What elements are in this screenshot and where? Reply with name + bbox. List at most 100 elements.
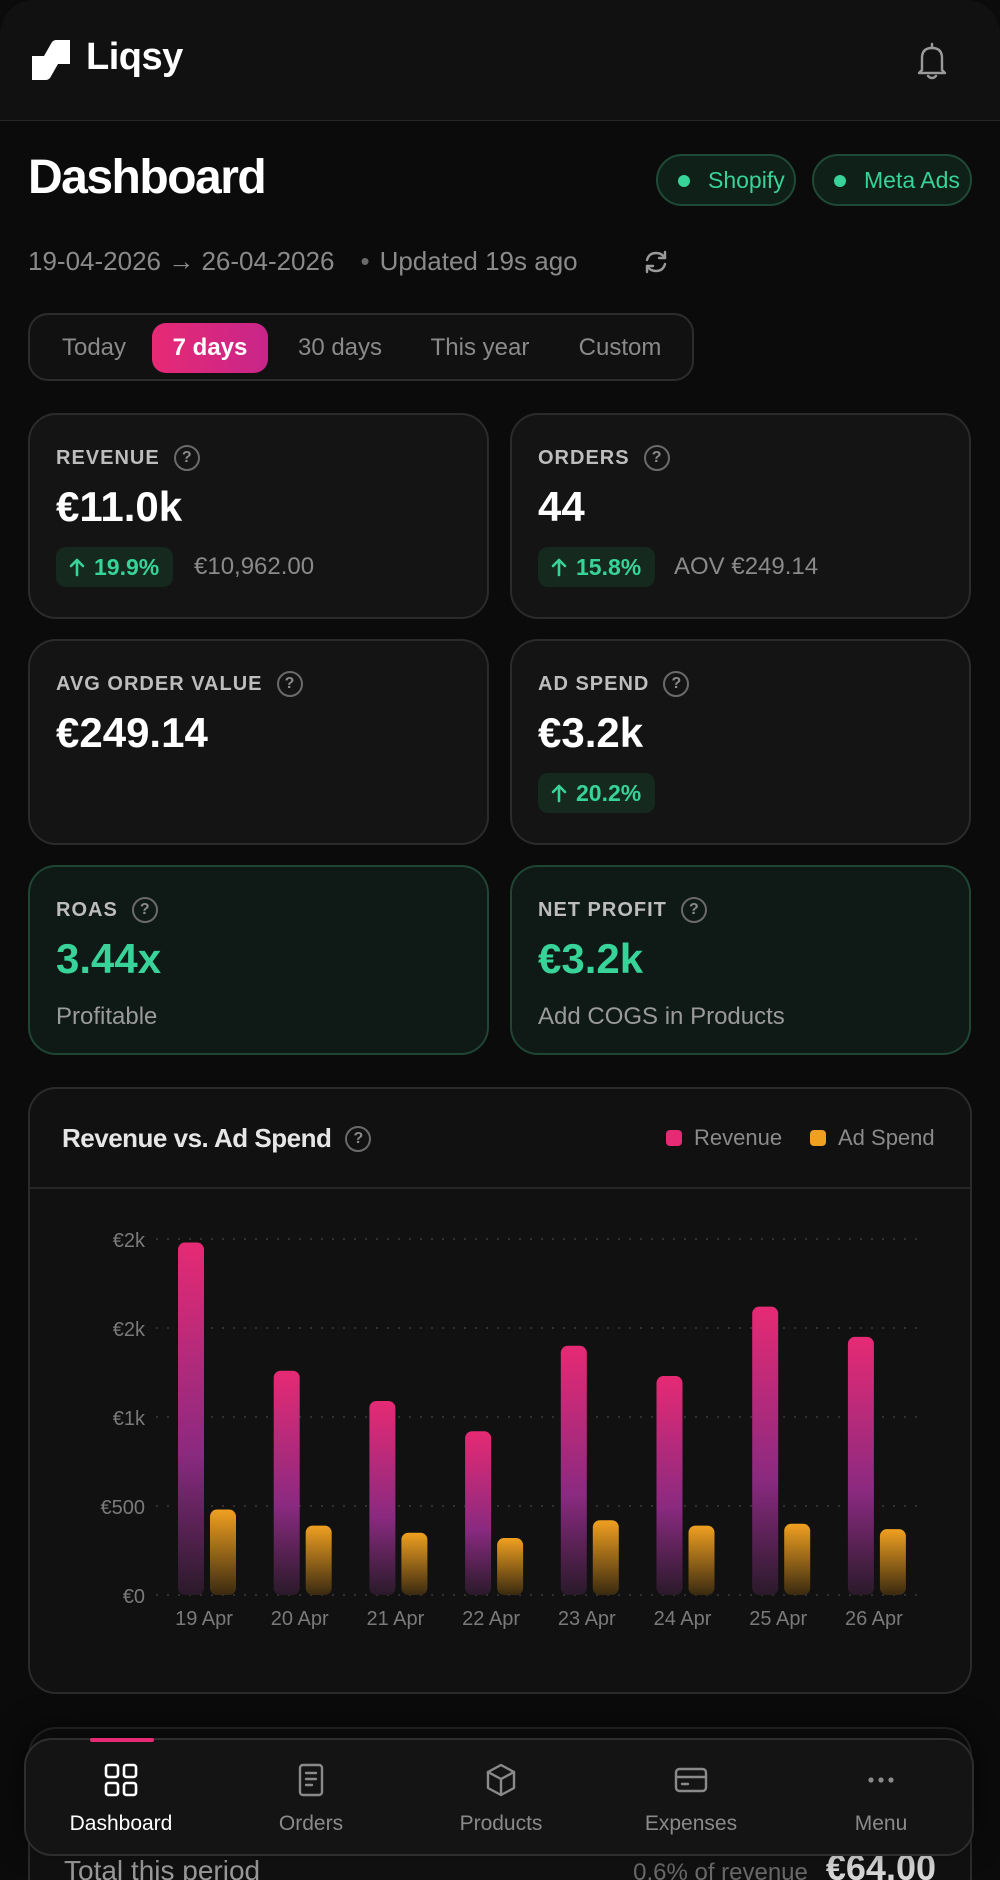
- help-icon[interactable]: ?: [173, 445, 200, 471]
- date-range-label: 19-04-2026 → 26-04-2026: [28, 246, 335, 276]
- receipt-icon: [298, 1763, 324, 1797]
- source-pill-meta-ads[interactable]: Meta Ads: [812, 154, 972, 206]
- x-tick-label: 23 Apr: [558, 1608, 616, 1630]
- x-tick-label: 24 Apr: [654, 1608, 712, 1630]
- y-tick-label: €2k: [113, 1230, 146, 1252]
- x-tick-label: 20 Apr: [271, 1608, 329, 1630]
- metric-label: REVENUE ?: [56, 445, 200, 471]
- metric-value: 3.44x: [56, 935, 162, 982]
- box-icon: [486, 1763, 516, 1797]
- bell-icon[interactable]: [914, 42, 950, 80]
- bottom-nav: Dashboard Orders Products Expenses Menu: [24, 1738, 974, 1856]
- percent-of-revenue: 0.6% of revenue: [633, 1859, 808, 1880]
- metric-note: Add COGS in Products: [538, 1003, 785, 1030]
- source-pill-shopify[interactable]: Shopify: [656, 154, 796, 206]
- tab-30-days[interactable]: 30 days: [297, 334, 383, 361]
- bar-ad-spend[interactable]: [210, 1509, 236, 1595]
- y-tick-label: €0: [123, 1586, 145, 1608]
- arrow-up-icon: [551, 784, 567, 803]
- refresh-icon[interactable]: [642, 248, 670, 276]
- nav-item-products[interactable]: Products: [406, 1740, 596, 1858]
- bar-revenue[interactable]: [656, 1376, 683, 1595]
- bar-revenue[interactable]: [273, 1370, 300, 1595]
- metric-card-roas[interactable]: ROAS ? 3.44x Profitable: [28, 865, 489, 1055]
- arrow-up-icon: [551, 558, 567, 577]
- nav-item-dashboard[interactable]: Dashboard: [26, 1738, 216, 1858]
- x-tick-label: 19 Apr: [175, 1608, 233, 1630]
- bar-ad-spend[interactable]: [401, 1532, 428, 1595]
- bar-ad-spend[interactable]: [879, 1529, 906, 1595]
- tab-today[interactable]: Today: [61, 334, 127, 361]
- nav-item-orders[interactable]: Orders: [216, 1740, 406, 1858]
- nav-label: Dashboard: [69, 1812, 173, 1835]
- help-icon[interactable]: ?: [643, 445, 670, 471]
- bar-ad-spend[interactable]: [784, 1523, 811, 1595]
- metric-label: ROAS ?: [56, 897, 158, 923]
- help-icon[interactable]: ?: [663, 671, 690, 697]
- help-icon[interactable]: ?: [680, 897, 707, 923]
- y-tick-label: €2k: [113, 1319, 146, 1341]
- separator-dot: •: [360, 246, 370, 276]
- metric-value: €249.14: [56, 709, 208, 756]
- metric-label-text: AVG ORDER VALUE: [56, 672, 263, 695]
- y-tick-label: €1k: [113, 1408, 146, 1430]
- legend-swatch: [810, 1130, 826, 1146]
- metric-card-avg-order-value[interactable]: AVG ORDER VALUE ? €249.14: [28, 639, 489, 845]
- y-tick-label: €500: [101, 1497, 146, 1519]
- nav-label: Products: [459, 1812, 543, 1835]
- help-icon[interactable]: ?: [276, 671, 303, 697]
- legend-label: Revenue: [694, 1125, 783, 1150]
- top-bar: Liqsy: [0, 0, 1000, 121]
- bar-ad-spend[interactable]: [688, 1525, 715, 1595]
- nav-item-menu[interactable]: Menu: [786, 1740, 976, 1858]
- nav-label: Menu: [854, 1812, 908, 1835]
- x-tick-label: 22 Apr: [462, 1608, 520, 1630]
- nav-item-expenses[interactable]: Expenses: [596, 1740, 786, 1858]
- bar-ad-spend[interactable]: [497, 1538, 524, 1595]
- delta-badge: 19.9%: [56, 547, 174, 587]
- metric-value: €3.2k: [538, 709, 644, 756]
- metric-card-revenue[interactable]: REVENUE ? €11.0k 19.9% €10,962.00: [28, 413, 489, 619]
- bar-revenue[interactable]: [369, 1400, 396, 1595]
- period-total-label: Total this period: [64, 1855, 261, 1880]
- tab-this-year[interactable]: This year: [430, 334, 530, 361]
- bar-revenue[interactable]: [465, 1431, 492, 1595]
- date-range-row: 19-04-2026 → 26-04-2026 • Updated 19s ag…: [28, 246, 578, 277]
- legend-swatch: [666, 1130, 682, 1146]
- bar-revenue[interactable]: [560, 1345, 587, 1595]
- nav-label: Expenses: [644, 1812, 738, 1835]
- help-icon[interactable]: ?: [131, 897, 158, 923]
- metric-label: AD SPEND ?: [538, 671, 690, 697]
- bar-revenue[interactable]: [847, 1336, 874, 1595]
- metric-label-text: ORDERS: [538, 446, 630, 469]
- bar-ad-spend[interactable]: [305, 1525, 332, 1595]
- nav-label: Orders: [278, 1812, 344, 1835]
- tab-custom[interactable]: Custom: [578, 334, 662, 361]
- delta-value: 19.9%: [94, 553, 160, 580]
- delta-badge: 20.2%: [538, 773, 656, 813]
- delta-badge: 15.8%: [538, 547, 656, 587]
- metric-card-orders[interactable]: ORDERS ? 44 15.8% AOV €249.14: [510, 413, 971, 619]
- metric-note: Profitable: [56, 1003, 158, 1030]
- bar-revenue[interactable]: [178, 1242, 204, 1595]
- legend-label: Ad Spend: [838, 1125, 935, 1150]
- metric-label-text: NET PROFIT: [538, 898, 667, 921]
- tab-7-days[interactable]: 7 days: [152, 323, 268, 373]
- metric-card-ad-spend[interactable]: AD SPEND ? €3.2k 20.2%: [510, 639, 971, 845]
- metric-sub: AOV €249.14: [674, 553, 819, 580]
- grid-icon: [104, 1763, 138, 1797]
- app-name: Liqsy: [86, 36, 183, 78]
- bar-revenue[interactable]: [752, 1306, 779, 1595]
- x-tick-label: 21 Apr: [366, 1608, 424, 1630]
- active-indicator: [90, 1738, 154, 1742]
- legend-item-ad-spend: Ad Spend: [810, 1125, 935, 1151]
- source-label: Shopify: [708, 166, 785, 193]
- metric-card-net-profit[interactable]: NET PROFIT ? €3.2k Add COGS in Products: [510, 865, 971, 1055]
- legend-item-revenue: Revenue: [666, 1125, 782, 1151]
- arrow-up-icon: [69, 558, 85, 577]
- help-icon[interactable]: ?: [345, 1125, 372, 1152]
- delta-value: 20.2%: [576, 779, 642, 806]
- x-tick-label: 25 Apr: [749, 1608, 807, 1630]
- bar-ad-spend[interactable]: [592, 1520, 619, 1595]
- source-label: Meta Ads: [864, 166, 960, 193]
